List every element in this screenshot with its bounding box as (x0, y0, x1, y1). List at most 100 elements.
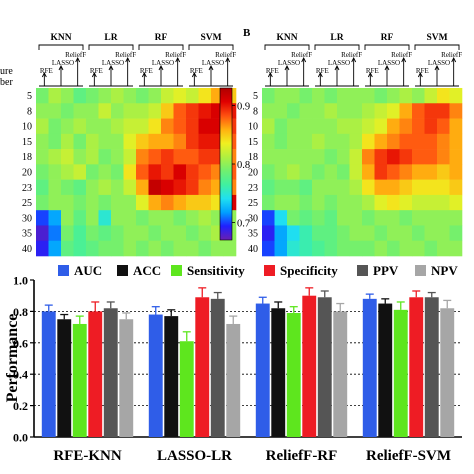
heatmap-cell (136, 133, 149, 150)
heatmap-cell (148, 149, 162, 165)
legend-swatch (171, 265, 182, 276)
heatmap-cell (61, 103, 74, 119)
bar (409, 297, 424, 437)
heatmap-cell (299, 133, 313, 150)
arrow-head (58, 64, 64, 71)
bar (286, 312, 301, 437)
heatmap-cell (111, 103, 124, 119)
bar (119, 319, 134, 437)
heatmap-cell (412, 194, 425, 211)
group-label: LR (330, 33, 343, 43)
heatmap-a: 58101518202325303540KNNRFELASSOReliefFLR… (22, 33, 237, 257)
arrow-head (225, 56, 231, 63)
heatmap-cell (387, 194, 400, 211)
heatmap-cell (161, 210, 174, 226)
heatmap-cell (362, 118, 375, 135)
heatmap-cell (299, 225, 313, 242)
heatmap-cell (161, 88, 174, 104)
heatmap-cell (262, 149, 275, 165)
heatmap-cell (324, 210, 338, 226)
heatmap-cell (312, 210, 325, 226)
method-label: RFE (40, 67, 53, 75)
heatmap-cell (123, 210, 137, 226)
method-label: ReliefF (291, 51, 312, 59)
heatmap-cell (262, 103, 275, 119)
heatmap-cell (437, 133, 450, 150)
method-label: RFE (366, 67, 379, 75)
bar (424, 297, 439, 437)
legend-label: NPV (431, 263, 458, 278)
heatmap-cell (161, 225, 174, 242)
heatmap-cell (424, 118, 438, 135)
group-label: RF (155, 33, 168, 43)
heatmap-cell (198, 179, 212, 196)
group-bracket (138, 44, 184, 50)
heatmap-cell (173, 149, 187, 165)
heatmap-cell (262, 225, 275, 242)
heatmap-cell (198, 164, 212, 180)
heatmap-cell (362, 240, 375, 257)
heatmap-cell (98, 164, 112, 180)
legend-label: ACC (133, 263, 161, 278)
group-bracket (264, 44, 310, 50)
heatmap-cell (173, 103, 187, 119)
heatmap-cell (374, 103, 388, 119)
heatmap-cell (387, 133, 400, 150)
heatmap-cell (387, 103, 400, 119)
heatmap-cell (374, 240, 388, 257)
heatmap-cell (262, 88, 275, 104)
arrow-head (317, 71, 323, 78)
heatmap-cell (36, 164, 49, 180)
heatmap-cell (324, 118, 338, 135)
heatmap-cell (312, 179, 325, 196)
heatmap-cell (324, 103, 338, 119)
heatmap-cell (349, 164, 363, 180)
heatmap-cell (374, 133, 388, 150)
heatmap-cell (312, 88, 325, 104)
heatmap-cell (36, 194, 49, 211)
heatmap-cell (136, 103, 149, 119)
heatmap-cell (399, 210, 413, 226)
heatmap-cell (299, 118, 313, 135)
heatmap-cell (424, 164, 438, 180)
group-bracket (38, 44, 84, 50)
heatmap-cell (48, 88, 62, 104)
bar (164, 316, 179, 437)
row-label: 40 (22, 244, 32, 255)
heatmap-cell (299, 240, 313, 257)
heatmap-cell (449, 118, 463, 135)
heatmap-cell (36, 149, 49, 165)
heatmap-cell (424, 179, 438, 196)
heatmap-cell (299, 149, 313, 165)
heatmap-cell (186, 118, 199, 135)
method-label: LASSO (428, 59, 450, 67)
group-bracket (414, 44, 460, 50)
heatmap-cell (86, 118, 99, 135)
heatmap-cell (123, 179, 137, 196)
legend-label: Sensitivity (187, 263, 245, 278)
heatmap-cell (274, 88, 288, 104)
bar (210, 298, 225, 437)
heatmap-cell (374, 210, 388, 226)
method-label: LASSO (278, 59, 300, 67)
bar (378, 303, 393, 437)
heatmap-cell (362, 164, 375, 180)
heatmap-cell (449, 149, 463, 165)
method-label: ReliefF (115, 51, 136, 59)
heatmap-cell (399, 194, 413, 211)
row-label: 8 (27, 106, 32, 117)
heatmap-cell (186, 240, 199, 257)
heatmap-cell (61, 149, 74, 165)
heatmap-cell (349, 133, 363, 150)
heatmap-cell (73, 118, 87, 135)
arrow-head (351, 56, 357, 63)
arrow-head (141, 71, 147, 78)
heatmap-cell (186, 88, 199, 104)
heatmap-cell (274, 133, 288, 150)
heatmap-cell (136, 210, 149, 226)
y-tick-label: 0.6 (13, 336, 28, 350)
heatmap-cell (148, 118, 162, 135)
legend-swatch (357, 265, 368, 276)
heatmap-cell (349, 210, 363, 226)
heatmap-cell (324, 149, 338, 165)
